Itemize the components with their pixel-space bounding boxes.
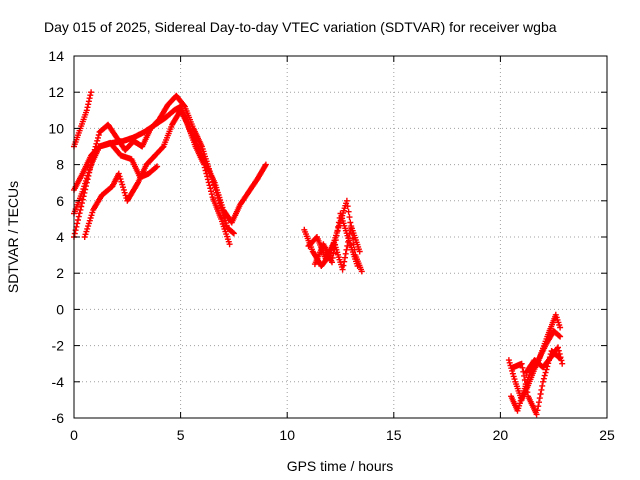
plot-frame bbox=[73, 55, 608, 419]
y-tick-label: 2 bbox=[56, 265, 64, 281]
x-tick-label: 20 bbox=[493, 427, 509, 443]
y-tick-label: 0 bbox=[56, 301, 64, 317]
y-tick-label: 4 bbox=[56, 229, 64, 245]
plus-markers bbox=[523, 344, 566, 376]
series-track-12 bbox=[523, 344, 566, 376]
series-track-2 bbox=[71, 103, 269, 226]
x-tick-label: 25 bbox=[599, 427, 615, 443]
x-tick-label: 0 bbox=[70, 427, 78, 443]
y-tick-label: -2 bbox=[52, 338, 65, 354]
axis-ticks: 0 5 10 15 20 25 -6 -4 -2 0 2 4 6 8 10 12 14 bbox=[48, 48, 615, 443]
series-track-5 bbox=[81, 107, 233, 248]
y-tick-label: 14 bbox=[48, 48, 64, 64]
grid-lines bbox=[74, 56, 607, 418]
y-tick-label: 8 bbox=[56, 157, 64, 173]
x-axis-label: GPS time / hours bbox=[287, 458, 394, 474]
plus-markers bbox=[81, 107, 233, 248]
chart-title: Day 015 of 2025, Sidereal Day-to-day VTE… bbox=[44, 19, 557, 35]
y-axis-label: SDTVAR / TECUs bbox=[5, 181, 21, 293]
plus-markers bbox=[311, 210, 361, 269]
y-tick-label: 6 bbox=[56, 193, 64, 209]
plus-markers bbox=[71, 103, 269, 226]
x-tick-label: 15 bbox=[386, 427, 402, 443]
y-tick-label: -4 bbox=[52, 374, 65, 390]
y-tick-label: -6 bbox=[52, 410, 65, 426]
data-points bbox=[71, 89, 566, 418]
y-tick-label: 12 bbox=[48, 84, 64, 100]
x-tick-label: 10 bbox=[279, 427, 295, 443]
x-tick-label: 5 bbox=[177, 427, 185, 443]
series-track-8 bbox=[311, 210, 361, 269]
y-tick-label: 10 bbox=[48, 120, 64, 136]
